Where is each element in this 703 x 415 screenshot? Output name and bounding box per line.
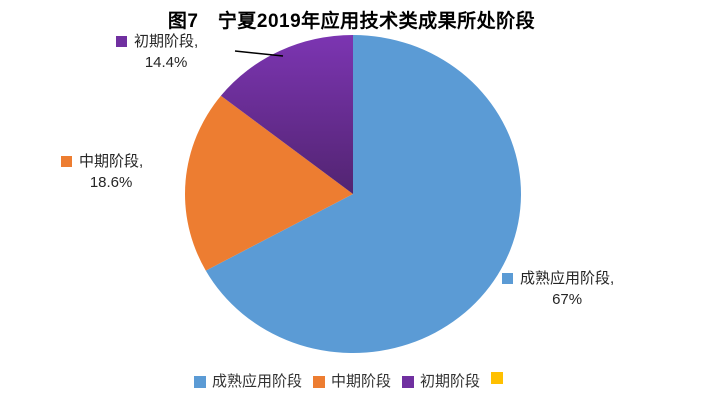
data-label-text: 初期阶段, <box>134 33 199 50</box>
legend-swatch-icon <box>193 375 206 388</box>
legend-item-mid-stage: 中期阶段 <box>312 372 391 391</box>
data-label-value: 67% <box>552 291 583 308</box>
legend-label: 成熟应用阶段 <box>211 373 302 390</box>
legend-label: 中期阶段 <box>330 373 391 390</box>
legend-swatch-icon <box>491 372 504 384</box>
data-label-value: 18.6% <box>89 174 133 191</box>
legend-label: 初期阶段 <box>420 373 481 390</box>
data-label-text: 中期阶段, <box>79 153 144 170</box>
legend-swatch-icon <box>402 375 414 388</box>
pie-slice-中期阶段 <box>184 95 353 271</box>
legend-item-empty <box>491 372 509 384</box>
data-label-mature-stage: 成熟应用阶段, 67% <box>502 268 614 310</box>
legend-item-initial-stage: 初期阶段 <box>402 372 480 391</box>
chart-title: 图7 宁夏2019年应用技术类成果所处阶段 <box>167 11 536 32</box>
callout-leader-line <box>234 50 284 57</box>
pie-slice-初期阶段 <box>220 35 353 194</box>
initial-stage-marker-icon <box>116 36 127 47</box>
data-label-text: 成熟应用阶段, <box>520 270 615 287</box>
data-label-mid-stage: 中期阶段, 18.6% <box>61 151 143 193</box>
pie-slice-成熟应用阶段 <box>205 35 521 353</box>
chart-legend: 成熟应用阶段 中期阶段 初期阶段 <box>0 372 703 391</box>
data-label-value: 14.4% <box>144 54 188 71</box>
legend-item-mature-stage: 成熟应用阶段 <box>193 372 302 391</box>
mature-stage-marker-icon <box>502 273 513 284</box>
mid-stage-marker-icon <box>61 156 72 167</box>
legend-swatch-icon <box>312 375 325 388</box>
data-label-initial-stage: 初期阶段, 14.4% <box>116 31 198 73</box>
